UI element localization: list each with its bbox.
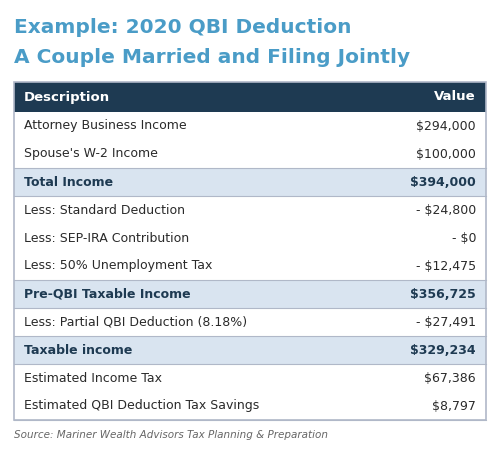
Text: Example: 2020 QBI Deduction: Example: 2020 QBI Deduction (14, 18, 351, 37)
Bar (14, 82, 486, 420)
Text: Less: SEP-IRA Contribution: Less: SEP-IRA Contribution (24, 231, 189, 245)
Bar (14, 112, 486, 168)
Text: Source: Mariner Wealth Advisors Tax Planning & Preparation: Source: Mariner Wealth Advisors Tax Plan… (14, 430, 328, 440)
Text: - $24,800: - $24,800 (416, 203, 476, 217)
Text: Spouse's W-2 Income: Spouse's W-2 Income (24, 148, 158, 160)
Text: Estimated QBI Deduction Tax Savings: Estimated QBI Deduction Tax Savings (24, 400, 259, 413)
Text: A Couple Married and Filing Jointly: A Couple Married and Filing Jointly (14, 48, 410, 67)
Text: Value: Value (434, 91, 476, 103)
Text: Pre-QBI Taxable Income: Pre-QBI Taxable Income (24, 288, 190, 300)
Bar (14, 364, 486, 420)
Bar (14, 82, 486, 112)
Text: $8,797: $8,797 (432, 400, 476, 413)
Bar (14, 308, 486, 336)
Text: Attorney Business Income: Attorney Business Income (24, 120, 186, 132)
Text: - $27,491: - $27,491 (416, 315, 476, 328)
Text: $100,000: $100,000 (416, 148, 476, 160)
Text: $394,000: $394,000 (410, 175, 476, 188)
Text: Estimated Income Tax: Estimated Income Tax (24, 371, 162, 385)
Text: $329,234: $329,234 (410, 343, 476, 357)
Text: $67,386: $67,386 (424, 371, 476, 385)
Text: Less: 50% Unemployment Tax: Less: 50% Unemployment Tax (24, 260, 212, 273)
Bar (14, 336, 486, 364)
Bar (14, 168, 486, 196)
Text: - $0: - $0 (452, 231, 476, 245)
Text: $356,725: $356,725 (410, 288, 476, 300)
Text: $294,000: $294,000 (416, 120, 476, 132)
Text: - $12,475: - $12,475 (416, 260, 476, 273)
Text: Less: Standard Deduction: Less: Standard Deduction (24, 203, 185, 217)
Text: Description: Description (24, 91, 110, 103)
Text: Less: Partial QBI Deduction (8.18%): Less: Partial QBI Deduction (8.18%) (24, 315, 247, 328)
Text: Taxable income: Taxable income (24, 343, 132, 357)
Text: Total Income: Total Income (24, 175, 113, 188)
Bar (14, 196, 486, 280)
Bar (14, 280, 486, 308)
